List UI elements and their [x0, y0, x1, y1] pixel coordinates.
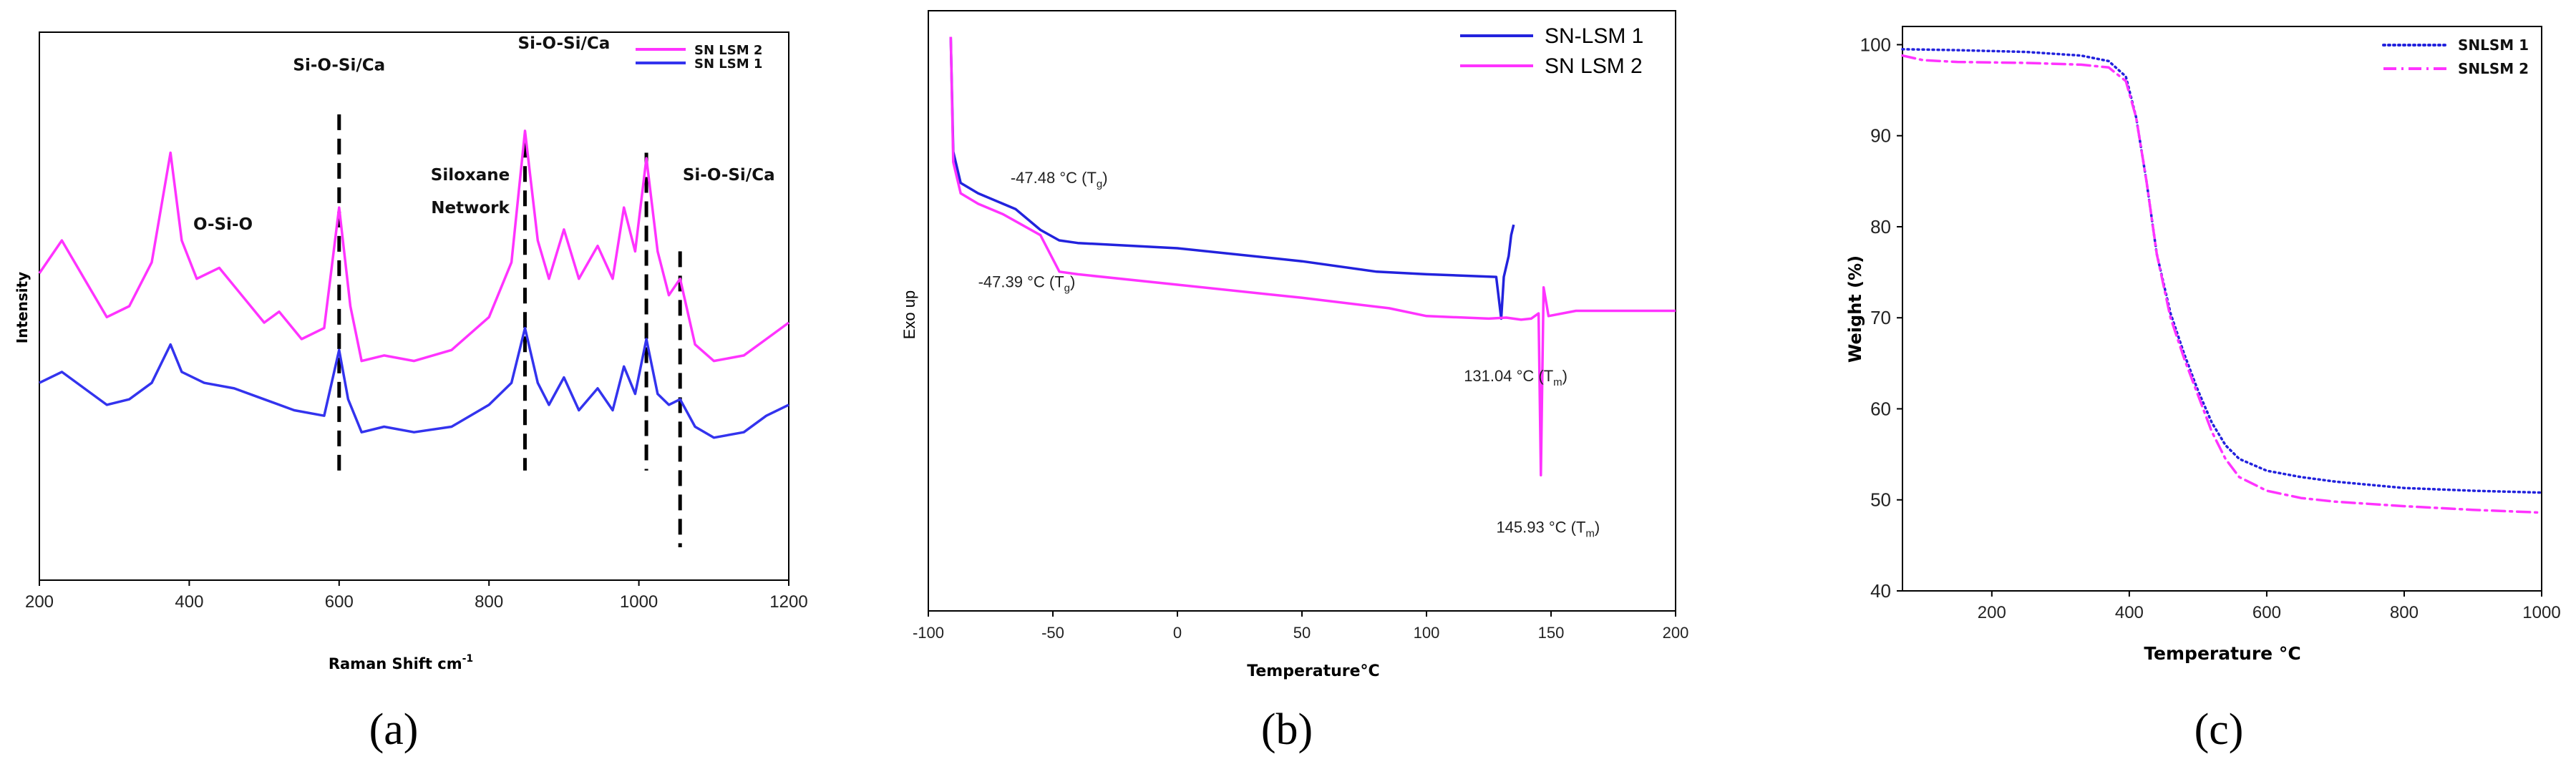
panel-b-annotation: -47.48 °C (Tg)	[1011, 169, 1108, 190]
panel-a-raman: 200 400 600 800 1000 1200 Si-O-Si/Ca O-Si-O Sil…	[14, 31, 808, 754]
panel-a-annotation: O-Si-O	[193, 215, 253, 234]
panel-c-x-tick-label: 1000	[2522, 603, 2560, 622]
legend-label-sn-lsm-2: SN LSM 2	[694, 43, 762, 58]
panel-c-legend: SNLSM 1 SNLSM 2	[2382, 36, 2529, 77]
legend-label-sn-lsm-1: SN-LSM 1	[1545, 24, 1643, 48]
panel-b-annotation: -47.39 °C (Tg)	[978, 273, 1076, 295]
panel-a-label: (a)	[369, 705, 419, 754]
panel-c-y-axis-label: Weight (%)	[1845, 255, 1865, 363]
panel-a-annotation: Si-O-Si/Ca	[683, 166, 775, 185]
panel-b-annotations: -47.48 °C (Tg) -47.39 °C (Tg) 131.04 °C (T…	[978, 169, 1600, 540]
panel-c-x-tick-label: 400	[2115, 603, 2144, 622]
panel-a-series-sn-lsm-2	[38, 129, 790, 363]
panel-b-x-tick-label: -50	[1041, 624, 1064, 642]
panel-b-x-ticks: -100 -50 0 50 100 150 200	[913, 611, 1688, 642]
panel-a-x-tick-label: 600	[325, 592, 354, 612]
panel-a-plot-frame	[39, 31, 789, 581]
panel-c-y-tick-label: 80	[1870, 216, 1891, 237]
panel-b-x-tick-label: 150	[1538, 624, 1565, 642]
panel-a-legend: SN LSM 2 SN LSM 1	[636, 43, 762, 72]
panel-b-x-tick-label: 100	[1414, 624, 1440, 642]
panel-a-x-axis-label: Raman Shift cm-1	[329, 653, 473, 672]
panel-c-ticks: 200 400 600 800 1000 40 50 60 70 80 90 100	[1860, 34, 2561, 622]
panel-a-annotation: Si-O-Si/Ca	[293, 57, 385, 75]
panel-b-annotation: 131.04 °C (Tm)	[1464, 367, 1568, 388]
panel-b-series-sn-lsm-2	[949, 36, 1676, 477]
panel-a-series-sn-lsm-1	[39, 326, 789, 439]
panel-b-dsc: -100 -50 0 50 100 150 200 -47.48 °C (Tg) -47.39…	[900, 10, 1688, 754]
panel-a-x-ticks: 200 400 600 800 1000 1200	[25, 580, 808, 612]
panel-c-y-tick-label: 60	[1870, 398, 1891, 419]
panel-c-y-tick-label: 40	[1870, 580, 1891, 602]
panel-b-series	[949, 36, 1676, 477]
panel-c-series-snlsm-1	[1901, 48, 2543, 494]
panel-a-annotation: Network	[431, 199, 510, 217]
panel-a-annotations: Si-O-Si/Ca O-Si-O Siloxane Network Si-O-Si/C…	[193, 34, 775, 234]
panel-a-series	[38, 129, 790, 439]
panel-a-y-axis-label: Intensity	[14, 272, 31, 343]
panel-c-x-tick-label: 600	[2252, 603, 2281, 622]
panel-a-x-tick-label: 200	[25, 592, 54, 612]
panel-c-series	[1901, 48, 2543, 514]
panel-b-x-tick-label: 0	[1173, 624, 1182, 642]
panel-c-label: (c)	[2195, 705, 2244, 754]
legend-label-snlsm-2: SNLSM 2	[2458, 60, 2529, 77]
legend-label-sn-lsm-2: SN LSM 2	[1545, 54, 1643, 78]
panel-c-x-axis-label: Temperature °C	[2144, 643, 2300, 664]
panel-a-annotation: Si-O-Si/Ca	[518, 34, 611, 53]
panel-b-x-tick-label: -100	[913, 624, 944, 642]
panel-c-plot-frame	[1902, 26, 2542, 592]
panel-b-label: (b)	[1261, 705, 1313, 754]
panel-b-annotation: 145.93 °C (Tm)	[1496, 519, 1600, 540]
panel-c-y-tick-label: 90	[1870, 125, 1891, 147]
panel-b-legend: SN-LSM 1 SN LSM 2	[1460, 24, 1643, 78]
panel-c-series-snlsm-2	[1901, 54, 2543, 514]
panel-a-x-tick-label: 1200	[769, 592, 807, 612]
panel-a-x-tick-label: 800	[475, 592, 503, 612]
panel-a-x-tick-label: 400	[175, 592, 203, 612]
panel-a-annotation: Siloxane	[431, 166, 510, 185]
panel-c-y-tick-label: 100	[1860, 34, 1891, 55]
panel-c-y-tick-label: 50	[1870, 489, 1891, 511]
panel-a-x-tick-label: 1000	[620, 592, 658, 612]
legend-label-sn-lsm-1: SN LSM 1	[694, 57, 762, 72]
panel-b-series-sn-lsm-1	[949, 36, 1515, 320]
panel-b-x-tick-label: 200	[1663, 624, 1689, 642]
panel-c-y-tick-label: 70	[1870, 307, 1891, 328]
panel-b-y-axis-label: Exo up	[900, 290, 918, 340]
panel-c-tga: 200 400 600 800 1000 40 50 60 70 80 90 100 SNLSM 1 …	[1845, 26, 2561, 754]
panel-b-x-tick-label: 50	[1293, 624, 1311, 642]
panel-c-x-tick-label: 800	[2390, 603, 2419, 622]
legend-label-snlsm-1: SNLSM 1	[2458, 36, 2529, 54]
panel-b-x-axis-label: Temperature°C	[1247, 662, 1379, 680]
panel-c-x-tick-label: 200	[1978, 603, 2006, 622]
